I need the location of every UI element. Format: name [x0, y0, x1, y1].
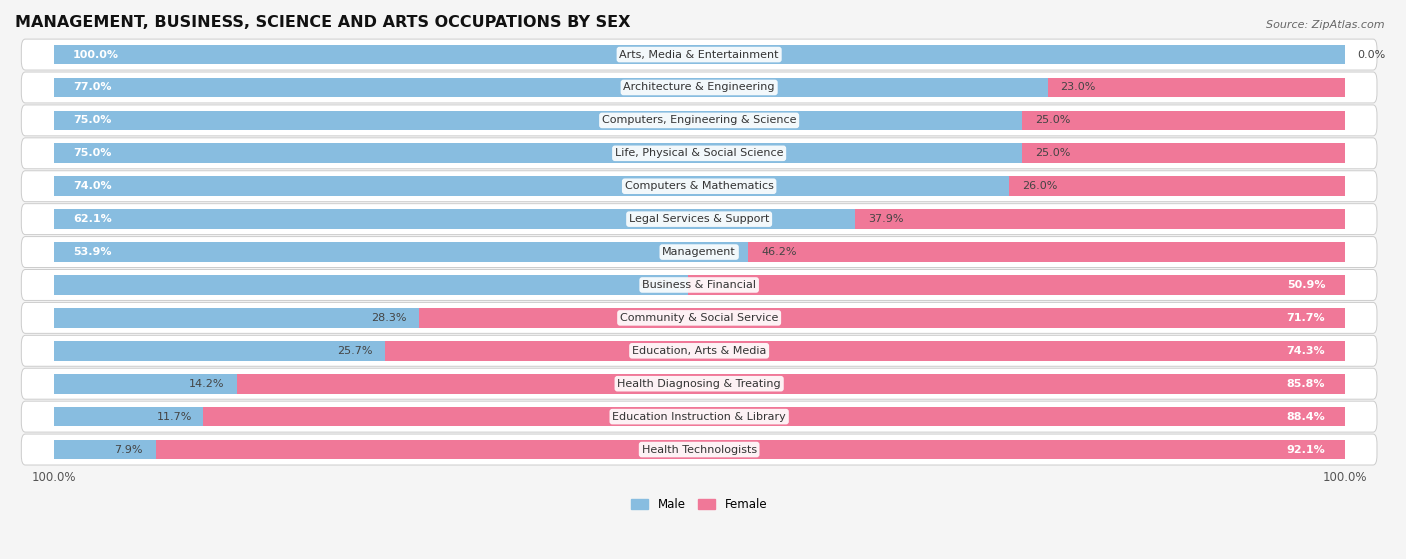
Bar — [53, 407, 205, 427]
Bar — [53, 341, 385, 361]
FancyBboxPatch shape — [21, 203, 1376, 235]
Text: Management: Management — [662, 247, 735, 257]
Text: 53.9%: 53.9% — [73, 247, 111, 257]
Text: 100.0%: 100.0% — [73, 50, 120, 60]
Text: 26.0%: 26.0% — [1022, 181, 1057, 191]
Text: 92.1%: 92.1% — [1286, 444, 1326, 454]
Text: Source: ZipAtlas.com: Source: ZipAtlas.com — [1267, 20, 1385, 30]
Text: 71.7%: 71.7% — [1286, 313, 1326, 323]
Bar — [53, 111, 1022, 130]
Text: 25.7%: 25.7% — [337, 346, 373, 356]
Bar — [53, 176, 1010, 196]
Text: 46.2%: 46.2% — [761, 247, 797, 257]
Text: 50.9%: 50.9% — [1286, 280, 1326, 290]
Text: 37.9%: 37.9% — [869, 214, 904, 224]
Text: MANAGEMENT, BUSINESS, SCIENCE AND ARTS OCCUPATIONS BY SEX: MANAGEMENT, BUSINESS, SCIENCE AND ARTS O… — [15, 15, 630, 30]
FancyBboxPatch shape — [21, 434, 1376, 465]
Text: 0.0%: 0.0% — [1357, 50, 1386, 60]
Legend: Male, Female: Male, Female — [626, 493, 772, 516]
Text: Computers, Engineering & Science: Computers, Engineering & Science — [602, 115, 796, 125]
Text: 75.0%: 75.0% — [73, 148, 111, 158]
FancyBboxPatch shape — [21, 302, 1376, 333]
Bar — [53, 242, 749, 262]
Text: 11.7%: 11.7% — [156, 411, 191, 421]
Bar — [688, 275, 1344, 295]
Text: 25.0%: 25.0% — [1035, 115, 1070, 125]
Bar — [53, 144, 1022, 163]
Text: 28.3%: 28.3% — [371, 313, 406, 323]
Text: Legal Services & Support: Legal Services & Support — [628, 214, 769, 224]
FancyBboxPatch shape — [21, 335, 1376, 366]
Text: 14.2%: 14.2% — [188, 378, 224, 389]
Text: 74.0%: 74.0% — [73, 181, 111, 191]
Bar — [53, 440, 156, 459]
Text: Education Instruction & Library: Education Instruction & Library — [612, 411, 786, 421]
Bar — [1010, 176, 1344, 196]
Text: Computers & Mathematics: Computers & Mathematics — [624, 181, 773, 191]
Text: 25.0%: 25.0% — [1035, 148, 1070, 158]
Text: 62.1%: 62.1% — [73, 214, 112, 224]
Text: 7.9%: 7.9% — [114, 444, 143, 454]
Bar — [204, 407, 1344, 427]
Text: 77.0%: 77.0% — [73, 83, 111, 92]
Bar — [1047, 78, 1344, 97]
Bar — [855, 209, 1344, 229]
Bar — [238, 374, 1344, 394]
Bar — [53, 374, 238, 394]
Bar — [53, 209, 855, 229]
Bar — [53, 308, 419, 328]
Bar — [156, 440, 1344, 459]
Text: 23.0%: 23.0% — [1060, 83, 1095, 92]
Text: Community & Social Service: Community & Social Service — [620, 313, 779, 323]
Bar — [53, 45, 1344, 64]
Text: 85.8%: 85.8% — [1286, 378, 1326, 389]
Text: 49.1%: 49.1% — [640, 280, 675, 290]
Bar — [748, 242, 1344, 262]
Bar — [1022, 111, 1344, 130]
FancyBboxPatch shape — [21, 39, 1376, 70]
Bar — [1022, 144, 1344, 163]
FancyBboxPatch shape — [21, 236, 1376, 268]
Text: Business & Financial: Business & Financial — [643, 280, 756, 290]
Text: 75.0%: 75.0% — [73, 115, 111, 125]
Text: Arts, Media & Entertainment: Arts, Media & Entertainment — [620, 50, 779, 60]
Text: 74.3%: 74.3% — [1286, 346, 1326, 356]
FancyBboxPatch shape — [21, 269, 1376, 300]
FancyBboxPatch shape — [21, 138, 1376, 169]
FancyBboxPatch shape — [21, 401, 1376, 432]
FancyBboxPatch shape — [21, 368, 1376, 399]
FancyBboxPatch shape — [21, 72, 1376, 103]
Text: Architecture & Engineering: Architecture & Engineering — [623, 83, 775, 92]
FancyBboxPatch shape — [21, 170, 1376, 202]
Text: Education, Arts & Media: Education, Arts & Media — [631, 346, 766, 356]
Text: Health Technologists: Health Technologists — [641, 444, 756, 454]
Bar — [53, 275, 688, 295]
Bar — [53, 78, 1047, 97]
FancyBboxPatch shape — [21, 105, 1376, 136]
Text: Life, Physical & Social Science: Life, Physical & Social Science — [614, 148, 783, 158]
Bar — [385, 341, 1344, 361]
Text: Health Diagnosing & Treating: Health Diagnosing & Treating — [617, 378, 780, 389]
Bar — [419, 308, 1344, 328]
Text: 88.4%: 88.4% — [1286, 411, 1326, 421]
